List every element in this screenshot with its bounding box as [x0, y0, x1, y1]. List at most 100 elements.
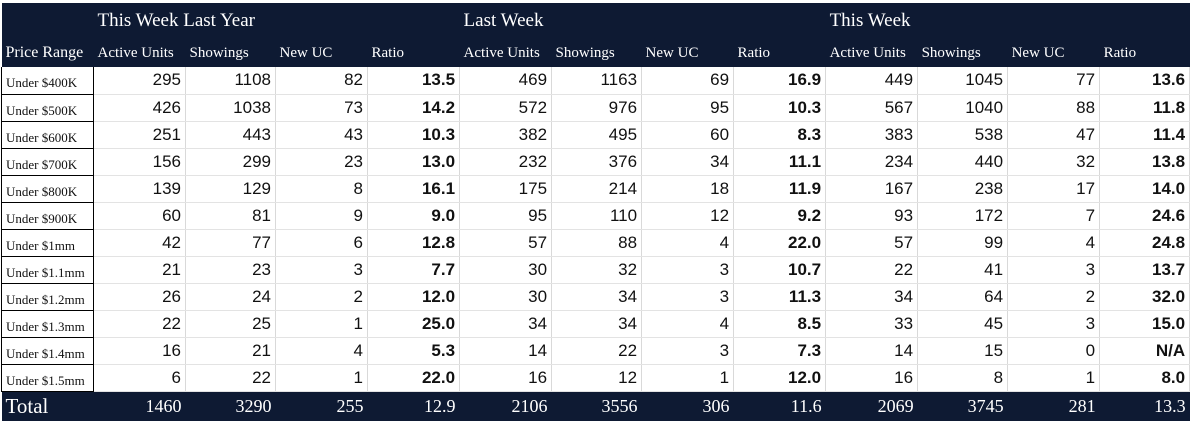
value-cell: 93 — [825, 202, 918, 230]
value-cell: 34 — [459, 310, 552, 338]
price-range-label: Under $1mm — [1, 229, 94, 257]
value-cell: 42 — [93, 229, 186, 257]
sheet: This Week Last Year Last Week This Week … — [1, 3, 1190, 421]
ratio-cell: 9.0 — [366, 202, 460, 230]
value-cell: 24 — [185, 283, 276, 311]
value-cell: 4 — [275, 337, 368, 365]
value-cell: 30 — [459, 283, 552, 311]
value-cell: 9 — [275, 202, 368, 230]
value-cell: 16 — [93, 337, 186, 365]
value-cell: 21 — [185, 337, 276, 365]
ratio-cell: 25.0 — [366, 310, 460, 338]
value-cell: 82 — [275, 67, 368, 95]
value-cell: 449 — [825, 67, 918, 95]
value-cell: 4 — [1007, 229, 1100, 257]
ratio-cell: 12.8 — [366, 229, 460, 257]
value-cell: 57 — [459, 229, 552, 257]
value-cell: 382 — [459, 121, 552, 149]
table-row: Under $700K 156 299 23 13.0 232 376 34 11.1 234 44… — [1, 148, 1190, 176]
col-header-new-uc: New UC — [641, 39, 734, 67]
ratio-cell: 32.0 — [1099, 283, 1190, 311]
col-header-ratio: Ratio — [733, 39, 826, 67]
ratio-cell: 13.8 — [1099, 148, 1190, 176]
value-cell: 17 — [1007, 175, 1100, 203]
value-cell: 7 — [1007, 202, 1100, 230]
total-label: Total — [1, 391, 94, 421]
value-cell: 2 — [1007, 283, 1100, 311]
value-cell: 299 — [185, 148, 276, 176]
ratio-cell: 14.2 — [366, 94, 460, 122]
value-cell: 22 — [551, 337, 642, 365]
value-cell: 4 — [641, 229, 734, 257]
ratio-cell: 13.0 — [366, 148, 460, 176]
value-cell: 57 — [825, 229, 918, 257]
value-cell: 1163 — [551, 67, 642, 95]
value-cell: 77 — [1007, 67, 1100, 95]
ratio-cell: 24.8 — [1099, 229, 1190, 257]
value-cell: 34 — [825, 283, 918, 311]
col-header-active-units: Active Units — [459, 39, 552, 67]
ratio-cell: 11.9 — [733, 175, 826, 203]
column-header-row: Price Range Active Units Showings New UC… — [1, 39, 1190, 67]
price-range-label: Under $600K — [1, 121, 94, 149]
price-range-table: This Week Last Year Last Week This Week … — [1, 3, 1190, 421]
ratio-cell: 22.0 — [366, 364, 460, 392]
value-cell: 167 — [825, 175, 918, 203]
value-cell: 3 — [641, 337, 734, 365]
value-cell: 60 — [641, 121, 734, 149]
ratio-cell: 10.7 — [733, 256, 826, 284]
value-cell: 469 — [459, 67, 552, 95]
value-cell: 1038 — [185, 94, 276, 122]
group-header-row: This Week Last Year Last Week This Week — [1, 3, 1190, 39]
value-cell: 16 — [825, 364, 918, 392]
price-range-label: Under $1.1mm — [1, 256, 94, 284]
value-cell: 376 — [551, 148, 642, 176]
price-range-label: Under $800K — [1, 175, 94, 203]
group-this-week: This Week — [825, 3, 1190, 39]
col-header-ratio: Ratio — [367, 39, 460, 67]
value-cell: 238 — [917, 175, 1008, 203]
total-cell: 13.3 — [1099, 391, 1190, 421]
value-cell: 383 — [825, 121, 918, 149]
value-cell: 47 — [1007, 121, 1100, 149]
table-row: Under $1.3mm 22 25 1 25.0 34 34 4 8.5 33 45 3 15.0 — [1, 310, 1190, 338]
ratio-cell: 15.0 — [1099, 310, 1190, 338]
ratio-cell: 24.6 — [1099, 202, 1190, 230]
value-cell: 30 — [459, 256, 552, 284]
value-cell: 22 — [185, 364, 276, 392]
price-range-label: Under $1.2mm — [1, 283, 94, 311]
value-cell: 1040 — [917, 94, 1008, 122]
value-cell: 12 — [641, 202, 734, 230]
value-cell: 0 — [1007, 337, 1100, 365]
ratio-cell: 13.7 — [1099, 256, 1190, 284]
value-cell: 567 — [825, 94, 918, 122]
value-cell: 34 — [641, 148, 734, 176]
col-header-new-uc: New UC — [275, 39, 368, 67]
value-cell: 15 — [917, 337, 1008, 365]
total-cell: 2069 — [825, 391, 918, 421]
col-header-showings: Showings — [185, 39, 276, 67]
value-cell: 572 — [459, 94, 552, 122]
total-row: Total 1460 3290 255 12.9 2106 3556 306 1… — [1, 391, 1190, 421]
value-cell: 73 — [275, 94, 368, 122]
col-header-showings: Showings — [551, 39, 642, 67]
table-row: Under $1mm 42 77 6 12.8 57 88 4 22.0 57 99 4 24.8 — [1, 229, 1190, 257]
total-cell: 1460 — [93, 391, 186, 421]
value-cell: 6 — [275, 229, 368, 257]
value-cell: 32 — [1007, 148, 1100, 176]
value-cell: 21 — [93, 256, 186, 284]
value-cell: 88 — [551, 229, 642, 257]
value-cell: 495 — [551, 121, 642, 149]
ratio-cell: 9.2 — [733, 202, 826, 230]
value-cell: 976 — [551, 94, 642, 122]
ratio-cell: 13.6 — [1099, 67, 1190, 95]
value-cell: 4 — [641, 310, 734, 338]
ratio-cell: 22.0 — [733, 229, 826, 257]
ratio-cell: 13.5 — [366, 67, 460, 95]
value-cell: 172 — [917, 202, 1008, 230]
value-cell: 426 — [93, 94, 186, 122]
value-cell: 1 — [275, 310, 368, 338]
table-body: Under $400K 295 1108 82 13.5 469 1163 69 16.9 449… — [1, 67, 1190, 392]
table-row: Under $500K 426 1038 73 14.2 572 976 95 10.3 567 1… — [1, 94, 1190, 122]
value-cell: 175 — [459, 175, 552, 203]
